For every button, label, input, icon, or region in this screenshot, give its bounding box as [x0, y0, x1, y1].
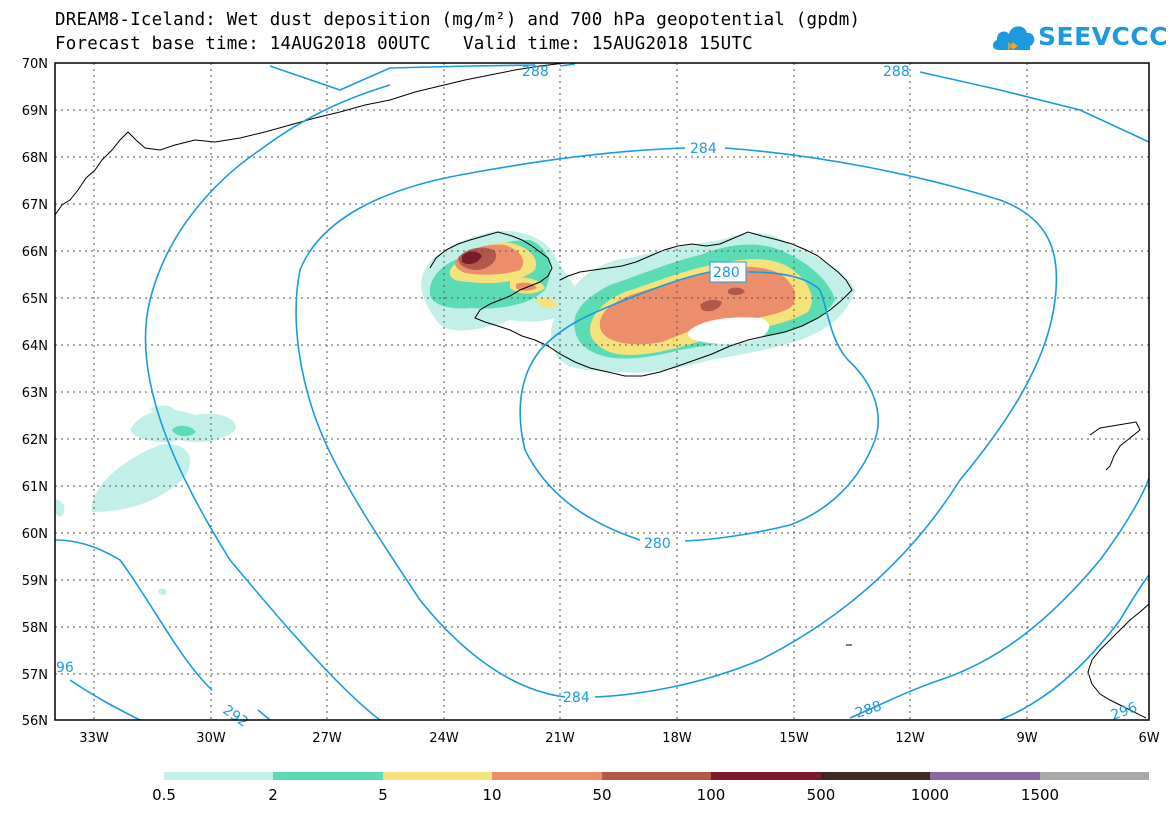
- contour-288-ne: [919, 71, 1149, 143]
- map-frame: [54, 62, 1150, 721]
- contour-label: 280: [644, 536, 671, 552]
- dust-patch: [728, 287, 745, 296]
- lat-label: 57N: [22, 668, 48, 683]
- dust-patch: [599, 266, 796, 345]
- dust-patch: [158, 588, 167, 595]
- contour-labels: 288 288 284 280 280 284 288 292 96 296: [56, 64, 1140, 731]
- contour-284-east: [594, 147, 1058, 698]
- color-bar-label: 0.5: [152, 786, 176, 804]
- lon-label: 18W: [662, 731, 692, 746]
- lat-label: 66N: [22, 245, 48, 260]
- color-bar-label: 2: [268, 786, 278, 804]
- latitude-axis: 70N 69N 68N 67N 66N 65N 64N 63N 62N 61N …: [22, 57, 48, 729]
- color-bar-segment: [492, 772, 602, 780]
- contour-label: 96: [56, 660, 74, 676]
- contour-label-box: [709, 261, 747, 283]
- color-bar-segment: [1040, 772, 1149, 780]
- lon-label: 30W: [196, 731, 226, 746]
- color-bar: [164, 772, 1149, 780]
- color-bar-segment: [273, 772, 383, 780]
- lat-label: 61N: [22, 480, 48, 495]
- contour-label: 284: [690, 141, 717, 157]
- contour-label: 288: [853, 698, 883, 721]
- chart-title: DREAM8-Iceland: Wet dust deposition (mg/…: [55, 10, 861, 30]
- contour-288-se: [849, 477, 1149, 719]
- contour-label: 288: [522, 64, 549, 80]
- color-bar-label: 500: [807, 786, 836, 804]
- seevccc-logo: SEEVCCC: [990, 18, 1168, 58]
- contour-280-east: [684, 271, 879, 542]
- color-bar-label: 100: [697, 786, 726, 804]
- lon-label: 6W: [1138, 731, 1159, 746]
- color-bar-label: 1500: [1021, 786, 1059, 804]
- color-bar-label: 50: [592, 786, 611, 804]
- dust-deposition-field: [55, 230, 855, 595]
- color-bar-label: 1000: [911, 786, 949, 804]
- glacier-area: [687, 317, 770, 344]
- lon-label: 12W: [895, 731, 925, 746]
- color-bar-label: 10: [482, 786, 501, 804]
- logo-text: SEEVCCC: [1038, 22, 1169, 51]
- contour-label: 284: [563, 690, 590, 706]
- lat-label: 65N: [22, 292, 48, 307]
- color-bar-segment: [930, 772, 1040, 780]
- dust-patch: [535, 297, 558, 308]
- contour-292-se: [999, 574, 1149, 720]
- lat-label: 59N: [22, 574, 48, 589]
- dust-patch: [700, 299, 722, 312]
- lon-label: 15W: [779, 731, 809, 746]
- coastlines: [55, 63, 1149, 719]
- contour-284: [295, 147, 686, 698]
- lat-label: 56N: [22, 714, 48, 729]
- lat-label: 68N: [22, 151, 48, 166]
- lat-label: 62N: [22, 433, 48, 448]
- dust-patch: [516, 282, 537, 291]
- dust-patch: [462, 251, 482, 264]
- lat-label: 69N: [22, 104, 48, 119]
- lat-label: 58N: [22, 621, 48, 636]
- contour-296: [69, 679, 141, 720]
- dust-patch: [55, 499, 65, 517]
- color-bar-segment: [711, 772, 821, 780]
- lon-label: 9W: [1016, 731, 1037, 746]
- color-bar-label: 5: [378, 786, 388, 804]
- lon-label: 21W: [545, 731, 575, 746]
- color-bar-segment: [383, 772, 492, 780]
- contour-288-north: [269, 64, 536, 91]
- longitude-axis: 33W 30W 27W 24W 21W 18W 15W 12W 9W 6W: [79, 731, 1159, 746]
- lat-label: 67N: [22, 198, 48, 213]
- cloud-logo-icon: [992, 26, 1035, 50]
- lat-label: 64N: [22, 339, 48, 354]
- lon-label: 24W: [429, 731, 459, 746]
- lat-label: 70N: [22, 57, 48, 72]
- color-bar-labels: 0.5 2 5 10 50 100 500 1000 1500: [152, 786, 1059, 804]
- color-bar-segment: [602, 772, 711, 780]
- dust-patch: [91, 444, 191, 512]
- color-bar-segment: [821, 772, 930, 780]
- contour-label: 292: [220, 702, 251, 730]
- contour-288-west: [144, 84, 391, 720]
- dust-patch: [172, 425, 196, 437]
- lon-label: 33W: [79, 731, 109, 746]
- contour-280: [519, 271, 711, 541]
- contour-label: 280: [713, 265, 740, 281]
- color-bar-segment: [164, 772, 273, 780]
- graticule: [55, 63, 1149, 720]
- chart-subtitle: Forecast base time: 14AUG2018 00UTC Vali…: [55, 34, 753, 54]
- lat-label: 60N: [22, 527, 48, 542]
- lat-label: 63N: [22, 386, 48, 401]
- geopotential-contours: [55, 63, 1149, 720]
- contour-label: 288: [883, 64, 910, 80]
- contour-292: [55, 539, 213, 691]
- lon-label: 27W: [312, 731, 342, 746]
